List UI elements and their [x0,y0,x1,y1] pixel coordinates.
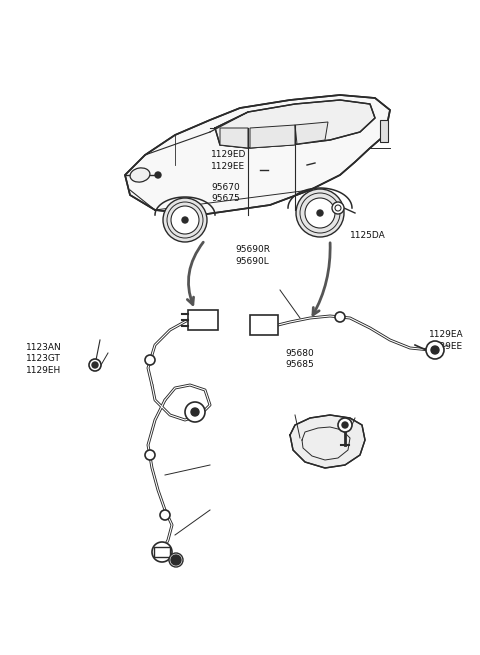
Bar [380,120,388,142]
Circle shape [191,408,199,416]
FancyBboxPatch shape [154,547,170,557]
Circle shape [152,542,172,562]
Polygon shape [215,100,375,148]
Polygon shape [295,122,328,144]
Circle shape [335,205,341,211]
Circle shape [163,198,207,242]
Text: 95670
95675: 95670 95675 [211,183,240,204]
Polygon shape [220,128,248,148]
Text: 95690R
95690L: 95690R 95690L [235,245,270,266]
Polygon shape [290,415,365,468]
Circle shape [145,355,155,365]
Circle shape [185,402,205,422]
Text: 1129EA
1129EE: 1129EA 1129EE [429,330,463,351]
Circle shape [169,553,183,567]
Circle shape [171,555,181,565]
FancyBboxPatch shape [250,315,278,335]
Circle shape [89,359,101,371]
Polygon shape [125,95,390,215]
Text: 1125DA: 1125DA [350,231,386,240]
Circle shape [182,217,188,223]
Circle shape [317,210,323,216]
Circle shape [335,312,345,322]
Circle shape [160,510,170,520]
Polygon shape [250,125,295,148]
Ellipse shape [130,168,150,182]
Circle shape [171,206,199,234]
Text: 95680
95685: 95680 95685 [286,348,314,369]
Circle shape [296,189,344,237]
FancyBboxPatch shape [188,310,218,330]
Circle shape [145,450,155,460]
Circle shape [155,172,161,178]
Text: 1129ED
1129EE: 1129ED 1129EE [211,150,247,171]
Circle shape [431,346,439,354]
Circle shape [305,198,335,228]
Circle shape [342,422,348,428]
Circle shape [426,341,444,359]
Circle shape [338,418,352,432]
Circle shape [92,362,98,368]
Circle shape [332,202,344,214]
Text: 1123AN
1123GT
1129EH: 1123AN 1123GT 1129EH [26,343,62,375]
